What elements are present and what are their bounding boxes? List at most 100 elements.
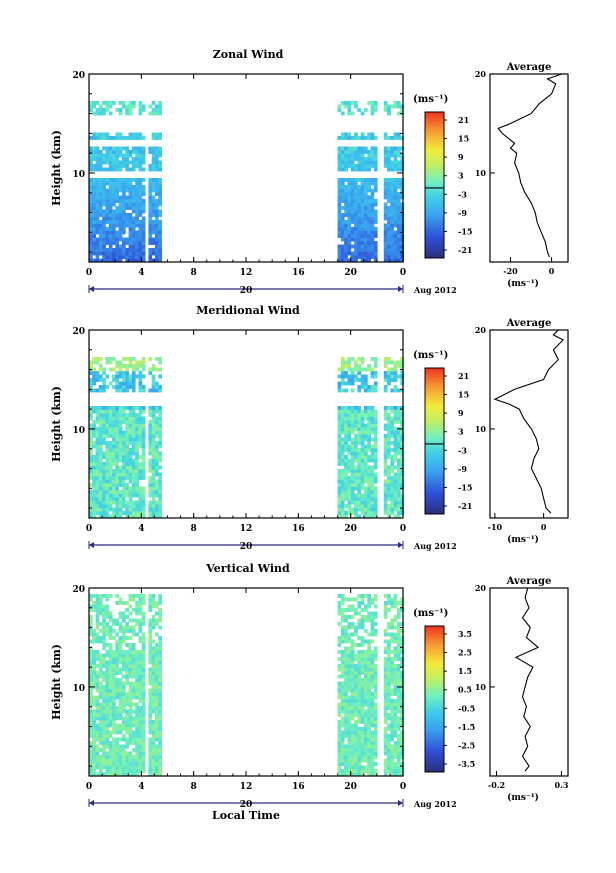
- heatmap-cell: [373, 720, 378, 724]
- heatmap-cell: [122, 381, 126, 386]
- heatmap-cell: [151, 772, 156, 777]
- heatmap-cell: [397, 500, 401, 505]
- heatmap-cell: [128, 227, 133, 231]
- colorbar-unit: (ms⁻¹): [413, 608, 448, 619]
- heatmap-cell: [357, 507, 362, 512]
- heatmap-cell: [367, 660, 371, 665]
- heatmap-cell: [373, 258, 378, 263]
- heatmap-cell: [138, 497, 143, 501]
- heatmap-cell: [390, 604, 395, 609]
- heatmap-cell: [112, 709, 116, 714]
- heatmap-cell: [131, 667, 136, 672]
- heatmap-cell: [387, 111, 391, 116]
- heatmap-cell: [131, 692, 136, 696]
- heatmap-cell: [344, 157, 348, 161]
- heatmap-cell: [148, 451, 153, 456]
- heatmap-cell: [118, 160, 123, 165]
- heatmap-cell: [364, 650, 368, 654]
- heatmap-cell: [393, 430, 398, 435]
- heatmap-cell: [141, 653, 146, 658]
- heatmap-cell: [367, 444, 371, 449]
- heatmap-cell: [102, 762, 106, 766]
- heatmap-cell: [131, 150, 136, 154]
- heatmap-cell: [135, 455, 139, 459]
- heatmap-cell: [131, 490, 136, 494]
- heatmap-cell: [141, 108, 146, 112]
- heatmap-cell: [347, 241, 352, 245]
- heatmap-cell: [98, 758, 103, 763]
- heatmap-cell: [400, 178, 404, 182]
- heatmap-cell: [340, 720, 345, 724]
- heatmap-cell: [367, 413, 371, 417]
- heatmap-cell: [397, 374, 401, 379]
- heatmap-cell: [155, 469, 159, 473]
- heatmap-cell: [367, 437, 371, 442]
- heatmap-cell: [350, 388, 355, 393]
- heatmap-cell: [155, 646, 159, 651]
- heatmap-cell: [393, 702, 398, 707]
- heatmap-cell: [122, 636, 126, 640]
- heatmap-cell: [158, 723, 162, 728]
- heatmap-cell: [360, 751, 365, 756]
- heatmap-cell: [373, 448, 378, 452]
- heatmap-cell: [141, 699, 146, 703]
- heatmap-cell: [337, 160, 342, 165]
- average-x-tick-label: 0.3: [555, 780, 569, 790]
- heatmap-cell: [354, 479, 358, 484]
- heatmap-cell: [350, 751, 355, 756]
- heatmap-cell: [118, 629, 123, 633]
- heatmap-cell: [367, 255, 371, 259]
- heatmap-cell: [138, 388, 143, 393]
- heatmap-cell: [135, 671, 139, 675]
- heatmap-cell: [148, 188, 153, 193]
- heatmap-cell: [141, 723, 146, 728]
- heatmap-cell: [387, 146, 391, 151]
- heatmap-cell: [350, 258, 355, 263]
- heatmap-cell: [354, 223, 358, 228]
- heatmap-cell: [340, 455, 345, 459]
- heatmap-cell: [128, 451, 133, 456]
- heatmap-cell: [387, 371, 391, 375]
- heatmap-cell: [390, 769, 395, 773]
- heatmap-cell: [141, 444, 146, 449]
- heatmap-cell: [118, 248, 123, 252]
- heatmap-cell: [367, 206, 371, 210]
- heatmap-cell: [373, 688, 378, 693]
- heatmap-cell: [102, 434, 106, 438]
- heatmap-cell: [128, 385, 133, 389]
- heatmap-cell: [92, 758, 96, 763]
- heatmap-cell: [138, 657, 143, 661]
- heatmap-cell: [102, 490, 106, 494]
- heatmap-cell: [131, 762, 136, 766]
- heatmap-cell: [360, 111, 365, 116]
- heatmap-cell: [115, 639, 120, 644]
- heatmap-cell: [105, 423, 110, 428]
- heatmap-cell: [89, 660, 93, 665]
- heatmap-cell: [400, 227, 404, 231]
- heatmap-cell: [112, 153, 116, 158]
- heatmap-cell: [400, 216, 404, 221]
- heatmap-cell: [155, 167, 159, 172]
- heatmap-cell: [158, 650, 162, 654]
- heatmap-cell: [141, 146, 146, 151]
- heatmap-cell: [102, 258, 106, 263]
- heatmap-cell: [393, 367, 398, 372]
- heatmap-cell: [357, 216, 362, 221]
- heatmap-cell: [383, 497, 388, 501]
- heatmap-cell: [118, 146, 123, 151]
- heatmap-cell: [122, 611, 126, 616]
- heatmap-cell: [151, 441, 156, 445]
- heatmap-cell: [397, 364, 401, 368]
- heatmap-cell: [98, 769, 103, 773]
- heatmap-cell: [128, 479, 133, 484]
- heatmap-cell: [373, 234, 378, 238]
- heatmap-cell: [393, 195, 398, 200]
- heatmap-cell: [373, 479, 378, 484]
- heatmap-cell: [125, 657, 129, 661]
- heatmap-cell: [135, 730, 139, 735]
- heatmap-cell: [89, 209, 93, 214]
- heatmap-cell: [112, 230, 116, 235]
- heatmap-cell: [135, 709, 139, 714]
- heatmap-cell: [158, 741, 162, 745]
- heatmap-cell: [112, 150, 116, 154]
